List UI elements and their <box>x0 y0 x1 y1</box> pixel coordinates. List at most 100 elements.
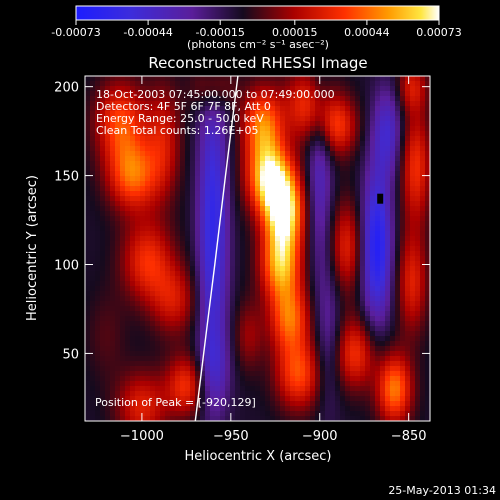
heatmap-cell <box>245 106 251 112</box>
heatmap-cell <box>160 296 166 302</box>
heatmap-cell <box>245 356 251 362</box>
heatmap-cell <box>375 336 381 342</box>
heatmap-cell <box>215 296 221 302</box>
heatmap-cell <box>260 251 266 257</box>
heatmap-cell <box>350 181 356 187</box>
heatmap-cell <box>405 116 411 122</box>
heatmap-cell <box>90 296 96 302</box>
heatmap-cell <box>275 336 281 342</box>
heatmap-cell <box>135 296 141 302</box>
heatmap-cell <box>325 161 331 167</box>
heatmap-cell <box>400 151 406 157</box>
heatmap-cell <box>245 411 251 417</box>
heatmap-cell <box>280 256 286 262</box>
heatmap-cell <box>425 181 430 187</box>
heatmap-cell <box>315 276 321 282</box>
heatmap-cell <box>355 181 361 187</box>
heatmap-cell <box>160 316 166 322</box>
heatmap-cell <box>335 276 341 282</box>
heatmap-cell <box>340 171 346 177</box>
heatmap-cell <box>305 131 311 137</box>
heatmap-cell <box>325 136 331 142</box>
heatmap-cell <box>390 246 396 252</box>
heatmap-cell <box>315 401 321 407</box>
heatmap-cell <box>355 126 361 132</box>
heatmap-cell <box>385 321 391 327</box>
heatmap-cell <box>145 191 151 197</box>
heatmap-cell <box>175 241 181 247</box>
heatmap-cell <box>355 101 361 107</box>
heatmap-cell <box>355 416 361 421</box>
heatmap-cell <box>180 326 186 332</box>
heatmap-cell <box>120 351 126 357</box>
heatmap-cell <box>235 281 241 287</box>
heatmap-cell <box>230 131 236 137</box>
heatmap-cell <box>90 271 96 277</box>
heatmap-cell <box>225 81 231 87</box>
heatmap-cell <box>130 96 136 102</box>
heatmap-cell <box>200 296 206 302</box>
heatmap-cell <box>260 146 266 152</box>
heatmap-cell <box>240 116 246 122</box>
heatmap-cell <box>170 336 176 342</box>
heatmap-cell <box>420 136 426 142</box>
heatmap-cell <box>245 301 251 307</box>
heatmap-cell <box>170 356 176 362</box>
heatmap-cell <box>265 221 271 227</box>
heatmap-cell <box>275 276 281 282</box>
heatmap-cell <box>115 291 121 297</box>
heatmap-cell <box>195 326 201 332</box>
heatmap-cell <box>225 106 231 112</box>
y-tick-label: 50 <box>62 347 79 362</box>
heatmap-cell <box>190 216 196 222</box>
heatmap-cell <box>330 231 336 237</box>
heatmap-cell <box>390 301 396 307</box>
heatmap-cell <box>320 311 326 317</box>
heatmap-cell <box>275 251 281 257</box>
heatmap-cell <box>230 301 236 307</box>
heatmap-cell <box>340 366 346 372</box>
heatmap-cell <box>105 221 111 227</box>
heatmap-cell <box>360 131 366 137</box>
heatmap-cell <box>385 326 391 332</box>
heatmap-cell <box>200 191 206 197</box>
heatmap-cell <box>140 316 146 322</box>
heatmap-cell <box>130 341 136 347</box>
heatmap-cell <box>305 251 311 257</box>
heatmap-cell <box>375 386 381 392</box>
heatmap-cell <box>190 251 196 257</box>
heatmap-cell <box>205 201 211 207</box>
heatmap-cell <box>140 336 146 342</box>
heatmap-cell <box>170 291 176 297</box>
heatmap-cell <box>395 226 401 232</box>
heatmap-cell <box>155 106 161 112</box>
heatmap-cell <box>260 216 266 222</box>
heatmap-cell <box>225 286 231 292</box>
heatmap-cell <box>335 286 341 292</box>
heatmap-cell <box>235 81 241 87</box>
heatmap-cell <box>215 346 221 352</box>
heatmap-cell <box>130 186 136 192</box>
heatmap-cell <box>365 81 371 87</box>
heatmap-cell <box>220 246 226 252</box>
heatmap-cell <box>190 281 196 287</box>
heatmap-cell <box>200 186 206 192</box>
heatmap-cell <box>285 106 291 112</box>
heatmap-cell <box>425 346 430 352</box>
heatmap-cell <box>350 311 356 317</box>
heatmap-cell <box>120 221 126 227</box>
heatmap-cell <box>240 241 246 247</box>
heatmap-cell <box>305 271 311 277</box>
heatmap-cell <box>130 316 136 322</box>
heatmap-cell <box>160 341 166 347</box>
heatmap-cell <box>220 96 226 102</box>
heatmap-cell <box>315 346 321 352</box>
heatmap-cell <box>270 206 276 212</box>
heatmap-cell <box>285 231 291 237</box>
heatmap-cell <box>185 176 191 182</box>
heatmap-cell <box>130 371 136 377</box>
heatmap-cell <box>85 326 91 332</box>
heatmap-cell <box>325 121 331 127</box>
heatmap-cell <box>360 271 366 277</box>
heatmap-cell <box>275 81 281 87</box>
